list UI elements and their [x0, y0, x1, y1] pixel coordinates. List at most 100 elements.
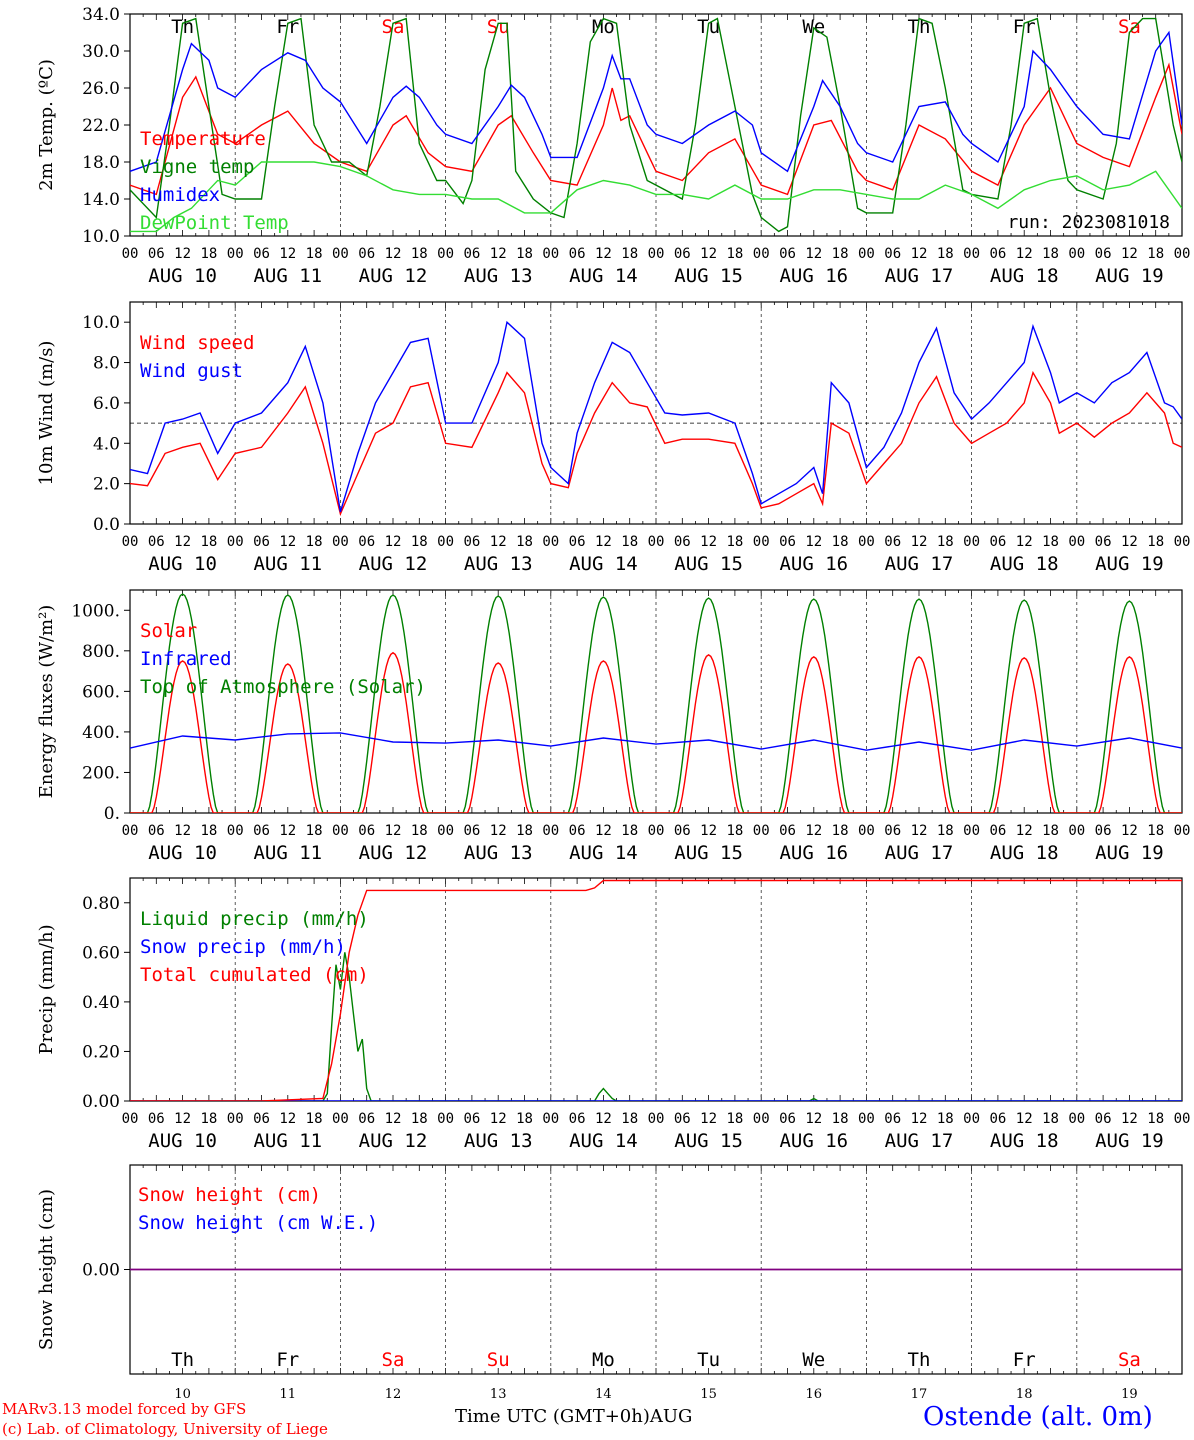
wind-gustline — [130, 320, 1182, 513]
y-tick-label: 0. — [104, 804, 120, 824]
x-date-label: AUG 19 — [1095, 265, 1164, 287]
day-number: 15 — [700, 1387, 717, 1400]
day-name-bottom: Th — [171, 1349, 194, 1371]
x-hour-label: 18 — [726, 823, 743, 839]
y-tick-label: 0.0 — [93, 515, 120, 535]
x-date-label: AUG 15 — [674, 842, 743, 864]
legend-entry: Solar — [140, 620, 197, 642]
day-name-top: Mo — [592, 16, 615, 38]
day-name-bottom: Su — [487, 1349, 510, 1371]
x-hour-label: 12 — [595, 246, 612, 262]
x-hour-label: 06 — [1095, 246, 1112, 262]
x-axis-label: Time UTC (GMT+0h)AUG — [455, 1406, 692, 1427]
x-hour-label: 06 — [674, 1111, 691, 1127]
x-hour-label: 18 — [1147, 1111, 1164, 1127]
y-tick-label: 1000. — [71, 601, 120, 621]
x-hour-label: 18 — [306, 1111, 323, 1127]
x-date-label: AUG 14 — [569, 842, 638, 864]
x-date-label: AUG 11 — [253, 1130, 322, 1152]
panel-frame — [129, 589, 1183, 814]
x-hour-label: 18 — [411, 1111, 428, 1127]
x-hour-label: 06 — [989, 823, 1006, 839]
model-credit: MARv3.13 model forced by GFS — [2, 1400, 247, 1418]
x-hour-label: 00 — [753, 1111, 770, 1127]
run-label: run: 2023081018 — [1007, 212, 1170, 233]
x-hour-label: 00 — [648, 823, 665, 839]
x-hour-label: 06 — [884, 534, 901, 550]
day-number: 10 — [174, 1387, 191, 1400]
x-hour-label: 18 — [516, 823, 533, 839]
humidexline — [130, 30, 1182, 173]
x-hour-label: 00 — [437, 246, 454, 262]
legend-entry: DewPoint Temp — [140, 212, 289, 234]
y-axis-label: 2m Temp. (ºC) — [36, 59, 57, 191]
x-hour-label: 18 — [306, 534, 323, 550]
x-date-label: AUG 15 — [674, 265, 743, 287]
legend-entry: Wind speed — [140, 332, 254, 354]
x-hour-label: 18 — [621, 534, 638, 550]
x-hour-label: 06 — [989, 534, 1006, 550]
x-hour-label: 18 — [411, 534, 428, 550]
x-hour-label: 12 — [700, 534, 717, 550]
x-hour-label: 18 — [832, 1111, 849, 1127]
x-hour-label: 12 — [700, 823, 717, 839]
y-axis-label: Snow height (cm) — [36, 1189, 57, 1350]
day-name-bottom: Mo — [592, 1349, 615, 1371]
x-hour-label: 18 — [1042, 823, 1059, 839]
x-hour-label: 12 — [1016, 1111, 1033, 1127]
x-hour-label: 18 — [516, 246, 533, 262]
x-date-label: AUG 10 — [148, 265, 217, 287]
x-hour-label: 00 — [1068, 1111, 1085, 1127]
x-hour-label: 18 — [937, 534, 954, 550]
total-cumulated-cm-line — [130, 879, 1182, 1101]
x-date-label: AUG 17 — [885, 1130, 954, 1152]
y-tick-label: 800. — [82, 642, 120, 662]
x-hour-label: 00 — [1068, 534, 1085, 550]
x-date-label: AUG 18 — [990, 265, 1059, 287]
x-hour-label: 18 — [726, 534, 743, 550]
x-hour-label: 12 — [595, 1111, 612, 1127]
x-date-label: AUG 13 — [464, 553, 533, 575]
x-hour-label: 18 — [621, 246, 638, 262]
x-hour-label: 12 — [279, 534, 296, 550]
y-tick-label: 0.40 — [82, 993, 120, 1013]
x-hour-label: 18 — [726, 246, 743, 262]
x-hour-label: 12 — [1016, 246, 1033, 262]
y-tick-label: 0.60 — [82, 943, 120, 963]
x-hour-label: 00 — [1068, 823, 1085, 839]
legend-entry: Liquid precip (mm/h) — [140, 908, 369, 930]
x-hour-label: 18 — [411, 246, 428, 262]
x-hour-label: 18 — [1042, 246, 1059, 262]
meteogram: 10.0 14.0 18.0 22.0 26.0 30.0 34.0 2m Temp. (ºC… — [36, 5, 1190, 1400]
x-hour-label: 06 — [358, 1111, 375, 1127]
x-hour-label: 06 — [463, 823, 480, 839]
x-hour-label: 00 — [858, 246, 875, 262]
x-hour-label: 18 — [200, 823, 217, 839]
x-hour-label: 18 — [1042, 1111, 1059, 1127]
x-date-label: AUG 16 — [779, 1130, 848, 1152]
x-hour-label: 06 — [358, 823, 375, 839]
x-hour-label: 18 — [306, 246, 323, 262]
x-hour-label: 00 — [648, 1111, 665, 1127]
y-axis-label: Precip (mm/h) — [36, 924, 57, 1054]
x-date-label: AUG 12 — [359, 553, 428, 575]
x-date-label: AUG 19 — [1095, 553, 1164, 575]
x-hour-label: 06 — [674, 534, 691, 550]
day-name-top: Sa — [1118, 16, 1141, 38]
x-hour-label: 18 — [937, 1111, 954, 1127]
x-date-label: AUG 18 — [990, 553, 1059, 575]
x-hour-label: 00 — [963, 823, 980, 839]
x-hour-label: 12 — [911, 246, 928, 262]
x-hour-label: 12 — [700, 1111, 717, 1127]
x-hour-label: 12 — [385, 246, 402, 262]
y-tick-label: 6.0 — [93, 394, 120, 414]
x-hour-label: 12 — [174, 246, 191, 262]
x-hour-label: 12 — [911, 534, 928, 550]
legend-entry: Temperature — [140, 128, 266, 150]
x-hour-label: 12 — [385, 823, 402, 839]
x-hour-label: 00 — [542, 823, 559, 839]
x-hour-label: 06 — [989, 246, 1006, 262]
x-hour-label: 06 — [569, 823, 586, 839]
x-hour-label: 00 — [963, 246, 980, 262]
y-tick-label: 0.00 — [82, 1261, 120, 1281]
